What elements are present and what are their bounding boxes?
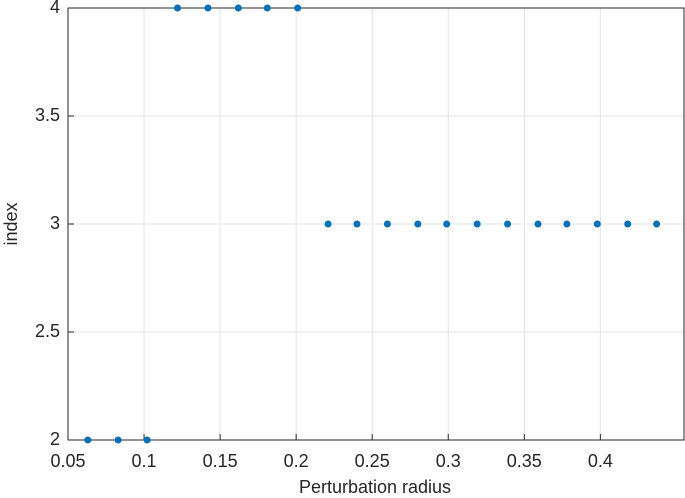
x-tick-label: 0.3 bbox=[436, 451, 461, 471]
point bbox=[84, 436, 92, 444]
point bbox=[414, 220, 422, 228]
point bbox=[204, 4, 212, 12]
y-tick-label: 3 bbox=[50, 213, 60, 233]
point bbox=[504, 220, 512, 228]
x-tick-label: 0.05 bbox=[50, 451, 85, 471]
point bbox=[473, 220, 481, 228]
point bbox=[534, 220, 542, 228]
axes-box bbox=[67, 7, 685, 441]
point bbox=[383, 220, 391, 228]
point bbox=[114, 436, 122, 444]
point bbox=[353, 220, 361, 228]
x-tick-label: 0.25 bbox=[355, 451, 390, 471]
x-axis-label: Perturbation radius bbox=[299, 477, 451, 497]
point bbox=[263, 4, 271, 12]
x-tick-label: 0.4 bbox=[588, 451, 613, 471]
point bbox=[653, 220, 661, 228]
y-tick-label: 4 bbox=[50, 0, 60, 17]
point bbox=[324, 220, 332, 228]
point bbox=[234, 4, 242, 12]
point bbox=[174, 4, 182, 12]
y-axis-label: index bbox=[1, 202, 21, 245]
y-tick-label: 2 bbox=[50, 429, 60, 449]
x-tick-label: 0.15 bbox=[203, 451, 238, 471]
point bbox=[294, 4, 302, 12]
point bbox=[624, 220, 632, 228]
x-tick-label: 0.1 bbox=[132, 451, 157, 471]
x-tick-label: 0.2 bbox=[284, 451, 309, 471]
x-tick-label: 0.35 bbox=[507, 451, 542, 471]
point bbox=[593, 220, 601, 228]
y-tick-label: 3.5 bbox=[35, 105, 60, 125]
point bbox=[563, 220, 571, 228]
y-tick-label: 2.5 bbox=[35, 321, 60, 341]
point bbox=[443, 220, 451, 228]
point bbox=[143, 436, 151, 444]
